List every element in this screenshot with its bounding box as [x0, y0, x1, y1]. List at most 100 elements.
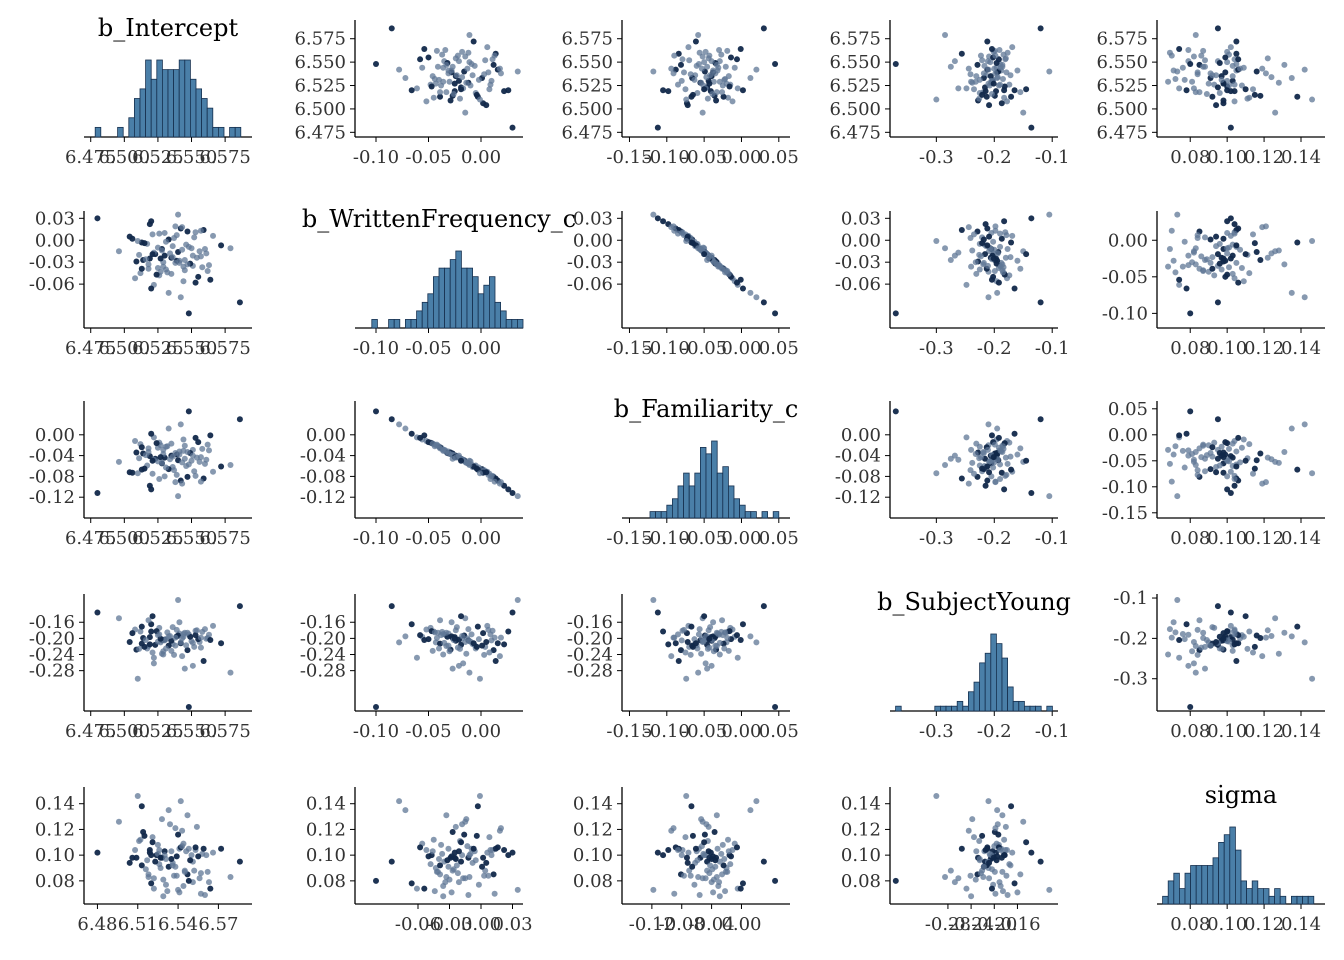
scatter-point	[1183, 285, 1190, 292]
scatter-point	[972, 451, 979, 458]
scatter-point	[452, 627, 459, 634]
scatter-point	[1224, 229, 1231, 236]
scatter-point	[1250, 86, 1256, 93]
scatter-point	[654, 124, 661, 131]
scatter-point	[1006, 272, 1013, 279]
scatter-point	[161, 229, 168, 236]
scatter-point	[453, 862, 460, 869]
scatter-point	[1165, 651, 1172, 658]
scatter-point	[388, 858, 395, 865]
scatter-point	[716, 639, 723, 646]
scatter-point	[1194, 69, 1201, 76]
histogram-bar	[940, 705, 947, 712]
scatter-point	[695, 669, 702, 676]
scatter-point	[704, 867, 711, 874]
scatter-point	[942, 31, 949, 38]
x-tick-label: 0.05	[759, 338, 799, 359]
scatter-point	[1202, 665, 1208, 672]
scatter-point	[210, 622, 217, 629]
x-tick-label: -0.03	[426, 914, 472, 935]
scatter-point	[1213, 639, 1220, 646]
scatter-point	[141, 643, 148, 650]
histogram-bar	[1251, 880, 1259, 905]
scatter-point	[207, 432, 214, 439]
scatter-point	[687, 71, 694, 78]
scatter-point	[1185, 447, 1192, 454]
scatter-point	[210, 468, 217, 475]
scatter-point	[979, 57, 986, 64]
scatter-point	[668, 65, 675, 72]
scatter-point	[1172, 443, 1179, 450]
scatter-point	[1272, 109, 1279, 116]
scatter-point	[682, 649, 689, 656]
scatter-point	[722, 888, 729, 895]
y-tick-label: -0.03	[29, 252, 75, 273]
histogram-bar	[217, 126, 225, 138]
scatter-point	[760, 858, 767, 865]
scatter-point	[739, 621, 746, 628]
scatter-point	[466, 669, 473, 676]
x-tick-label: -0.1	[1035, 528, 1070, 549]
scatter-point	[1179, 447, 1186, 454]
scatter-point	[1179, 630, 1186, 637]
scatter-point	[1017, 265, 1024, 272]
scatter-point	[1214, 84, 1221, 91]
scatter-point	[227, 669, 234, 676]
scatter-point	[696, 892, 703, 898]
scatter-point	[947, 867, 954, 874]
scatter-point	[701, 839, 708, 846]
scatter-point	[180, 436, 187, 443]
histogram-bar	[772, 511, 780, 519]
scatter-point	[685, 44, 692, 51]
scatter-point	[1202, 455, 1208, 462]
scatter-point	[184, 448, 191, 455]
scatter-point	[158, 247, 165, 254]
scatter-point	[967, 872, 974, 879]
scatter-point	[497, 70, 504, 77]
scatter-point	[979, 465, 986, 472]
scatter-point	[725, 94, 732, 101]
scatter-point	[437, 93, 444, 100]
scatter-point	[177, 798, 184, 805]
scatter-point	[1183, 430, 1190, 437]
scatter-point	[1172, 629, 1179, 636]
scatter-point	[705, 254, 712, 261]
scatter-point	[719, 871, 726, 878]
scatter-point	[1242, 457, 1249, 464]
y-tick-label: 6.475	[1096, 122, 1148, 143]
scatter-point	[168, 848, 175, 855]
x-tick-label: 0.00	[461, 721, 501, 742]
scatter-point	[452, 55, 459, 62]
panel-1-4: 0.080.100.120.14 -0.10 -0.05 0.00	[1102, 211, 1325, 359]
scatter-point	[1281, 261, 1288, 268]
scatter-point	[997, 461, 1004, 468]
histogram-bar	[1274, 888, 1281, 905]
scatter-point	[1037, 25, 1044, 32]
scatter-point	[1309, 470, 1316, 477]
scatter-point	[992, 227, 999, 234]
scatter-point	[1231, 482, 1238, 489]
scatter-point	[712, 863, 719, 870]
scatter-point	[449, 665, 456, 672]
scatter-point	[700, 638, 707, 645]
scatter-point	[707, 72, 714, 79]
scatter-point	[433, 634, 440, 641]
scatter-point	[452, 823, 459, 830]
panel-2-2: -0.15-0.10-0.050.000.05 b_Familiarity_c	[606, 395, 798, 549]
histogram-bar	[716, 472, 724, 519]
scatter-point	[192, 844, 199, 851]
scatter-point	[464, 843, 471, 850]
scatter-point	[1214, 251, 1221, 258]
scatter-point	[189, 639, 196, 646]
histogram-bar	[956, 700, 964, 712]
scatter-point	[1240, 436, 1247, 443]
scatter-point	[160, 876, 167, 883]
scatter-point	[1185, 452, 1192, 459]
scatter-point	[982, 482, 989, 489]
scatter-point	[716, 78, 723, 85]
histogram-bar	[195, 88, 202, 138]
y-tick-label: 6.575	[1096, 29, 1148, 50]
scatter-point	[181, 455, 188, 462]
scatter-point	[373, 877, 379, 884]
